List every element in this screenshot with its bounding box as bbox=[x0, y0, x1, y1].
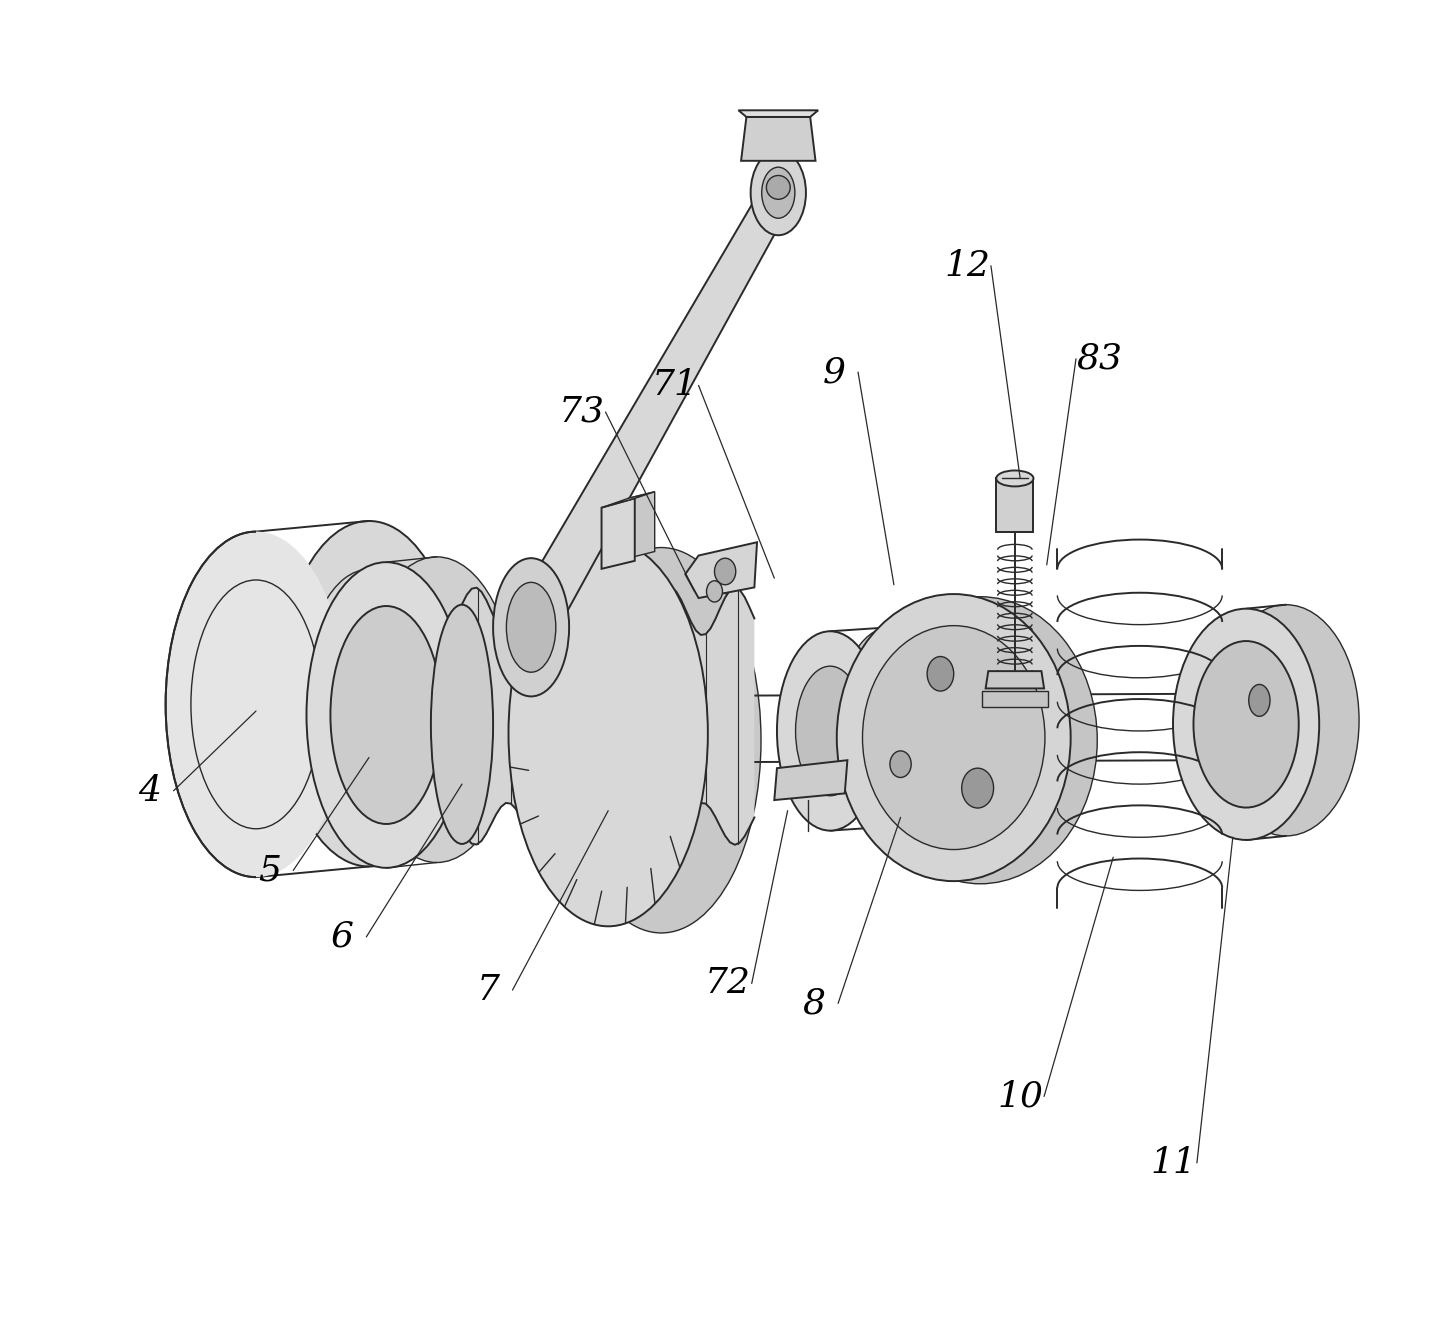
Text: 72: 72 bbox=[704, 966, 750, 1001]
Ellipse shape bbox=[890, 751, 912, 777]
Ellipse shape bbox=[306, 562, 466, 868]
Polygon shape bbox=[982, 691, 1047, 707]
Ellipse shape bbox=[837, 594, 1070, 881]
Ellipse shape bbox=[330, 606, 442, 824]
Polygon shape bbox=[462, 587, 755, 845]
Ellipse shape bbox=[796, 666, 865, 796]
Ellipse shape bbox=[927, 657, 953, 691]
Polygon shape bbox=[602, 498, 634, 569]
Polygon shape bbox=[602, 492, 654, 508]
Text: 7: 7 bbox=[477, 973, 500, 1007]
Text: 83: 83 bbox=[1077, 342, 1123, 376]
Ellipse shape bbox=[166, 532, 346, 877]
Ellipse shape bbox=[863, 626, 1045, 849]
Ellipse shape bbox=[506, 582, 556, 672]
Polygon shape bbox=[510, 185, 793, 639]
Ellipse shape bbox=[766, 175, 790, 199]
Text: 11: 11 bbox=[1150, 1146, 1196, 1180]
Ellipse shape bbox=[996, 470, 1033, 486]
Text: 71: 71 bbox=[652, 368, 697, 403]
Polygon shape bbox=[775, 760, 847, 800]
Ellipse shape bbox=[1193, 641, 1299, 808]
Ellipse shape bbox=[279, 521, 459, 867]
Text: 9: 9 bbox=[823, 355, 846, 389]
Ellipse shape bbox=[762, 167, 795, 218]
Text: 8: 8 bbox=[803, 986, 826, 1021]
Polygon shape bbox=[739, 110, 819, 117]
Polygon shape bbox=[996, 478, 1033, 532]
Polygon shape bbox=[986, 671, 1045, 688]
Ellipse shape bbox=[432, 605, 493, 844]
Polygon shape bbox=[742, 117, 816, 161]
Ellipse shape bbox=[777, 631, 883, 831]
Text: 10: 10 bbox=[997, 1079, 1043, 1114]
Polygon shape bbox=[629, 492, 654, 558]
Polygon shape bbox=[686, 542, 757, 598]
Ellipse shape bbox=[863, 597, 1097, 884]
Ellipse shape bbox=[837, 627, 943, 827]
Text: 5: 5 bbox=[257, 853, 280, 888]
Text: 6: 6 bbox=[332, 920, 354, 954]
Ellipse shape bbox=[562, 548, 762, 933]
Ellipse shape bbox=[962, 768, 993, 808]
Ellipse shape bbox=[706, 581, 723, 602]
Ellipse shape bbox=[714, 558, 736, 585]
Ellipse shape bbox=[357, 557, 516, 863]
Ellipse shape bbox=[1249, 684, 1270, 716]
Ellipse shape bbox=[509, 541, 707, 926]
Text: 73: 73 bbox=[559, 395, 604, 429]
Ellipse shape bbox=[1213, 605, 1359, 836]
Text: 12: 12 bbox=[945, 249, 990, 283]
Ellipse shape bbox=[493, 558, 569, 696]
Ellipse shape bbox=[1173, 609, 1319, 840]
Ellipse shape bbox=[750, 150, 806, 235]
Text: 4: 4 bbox=[139, 773, 161, 808]
